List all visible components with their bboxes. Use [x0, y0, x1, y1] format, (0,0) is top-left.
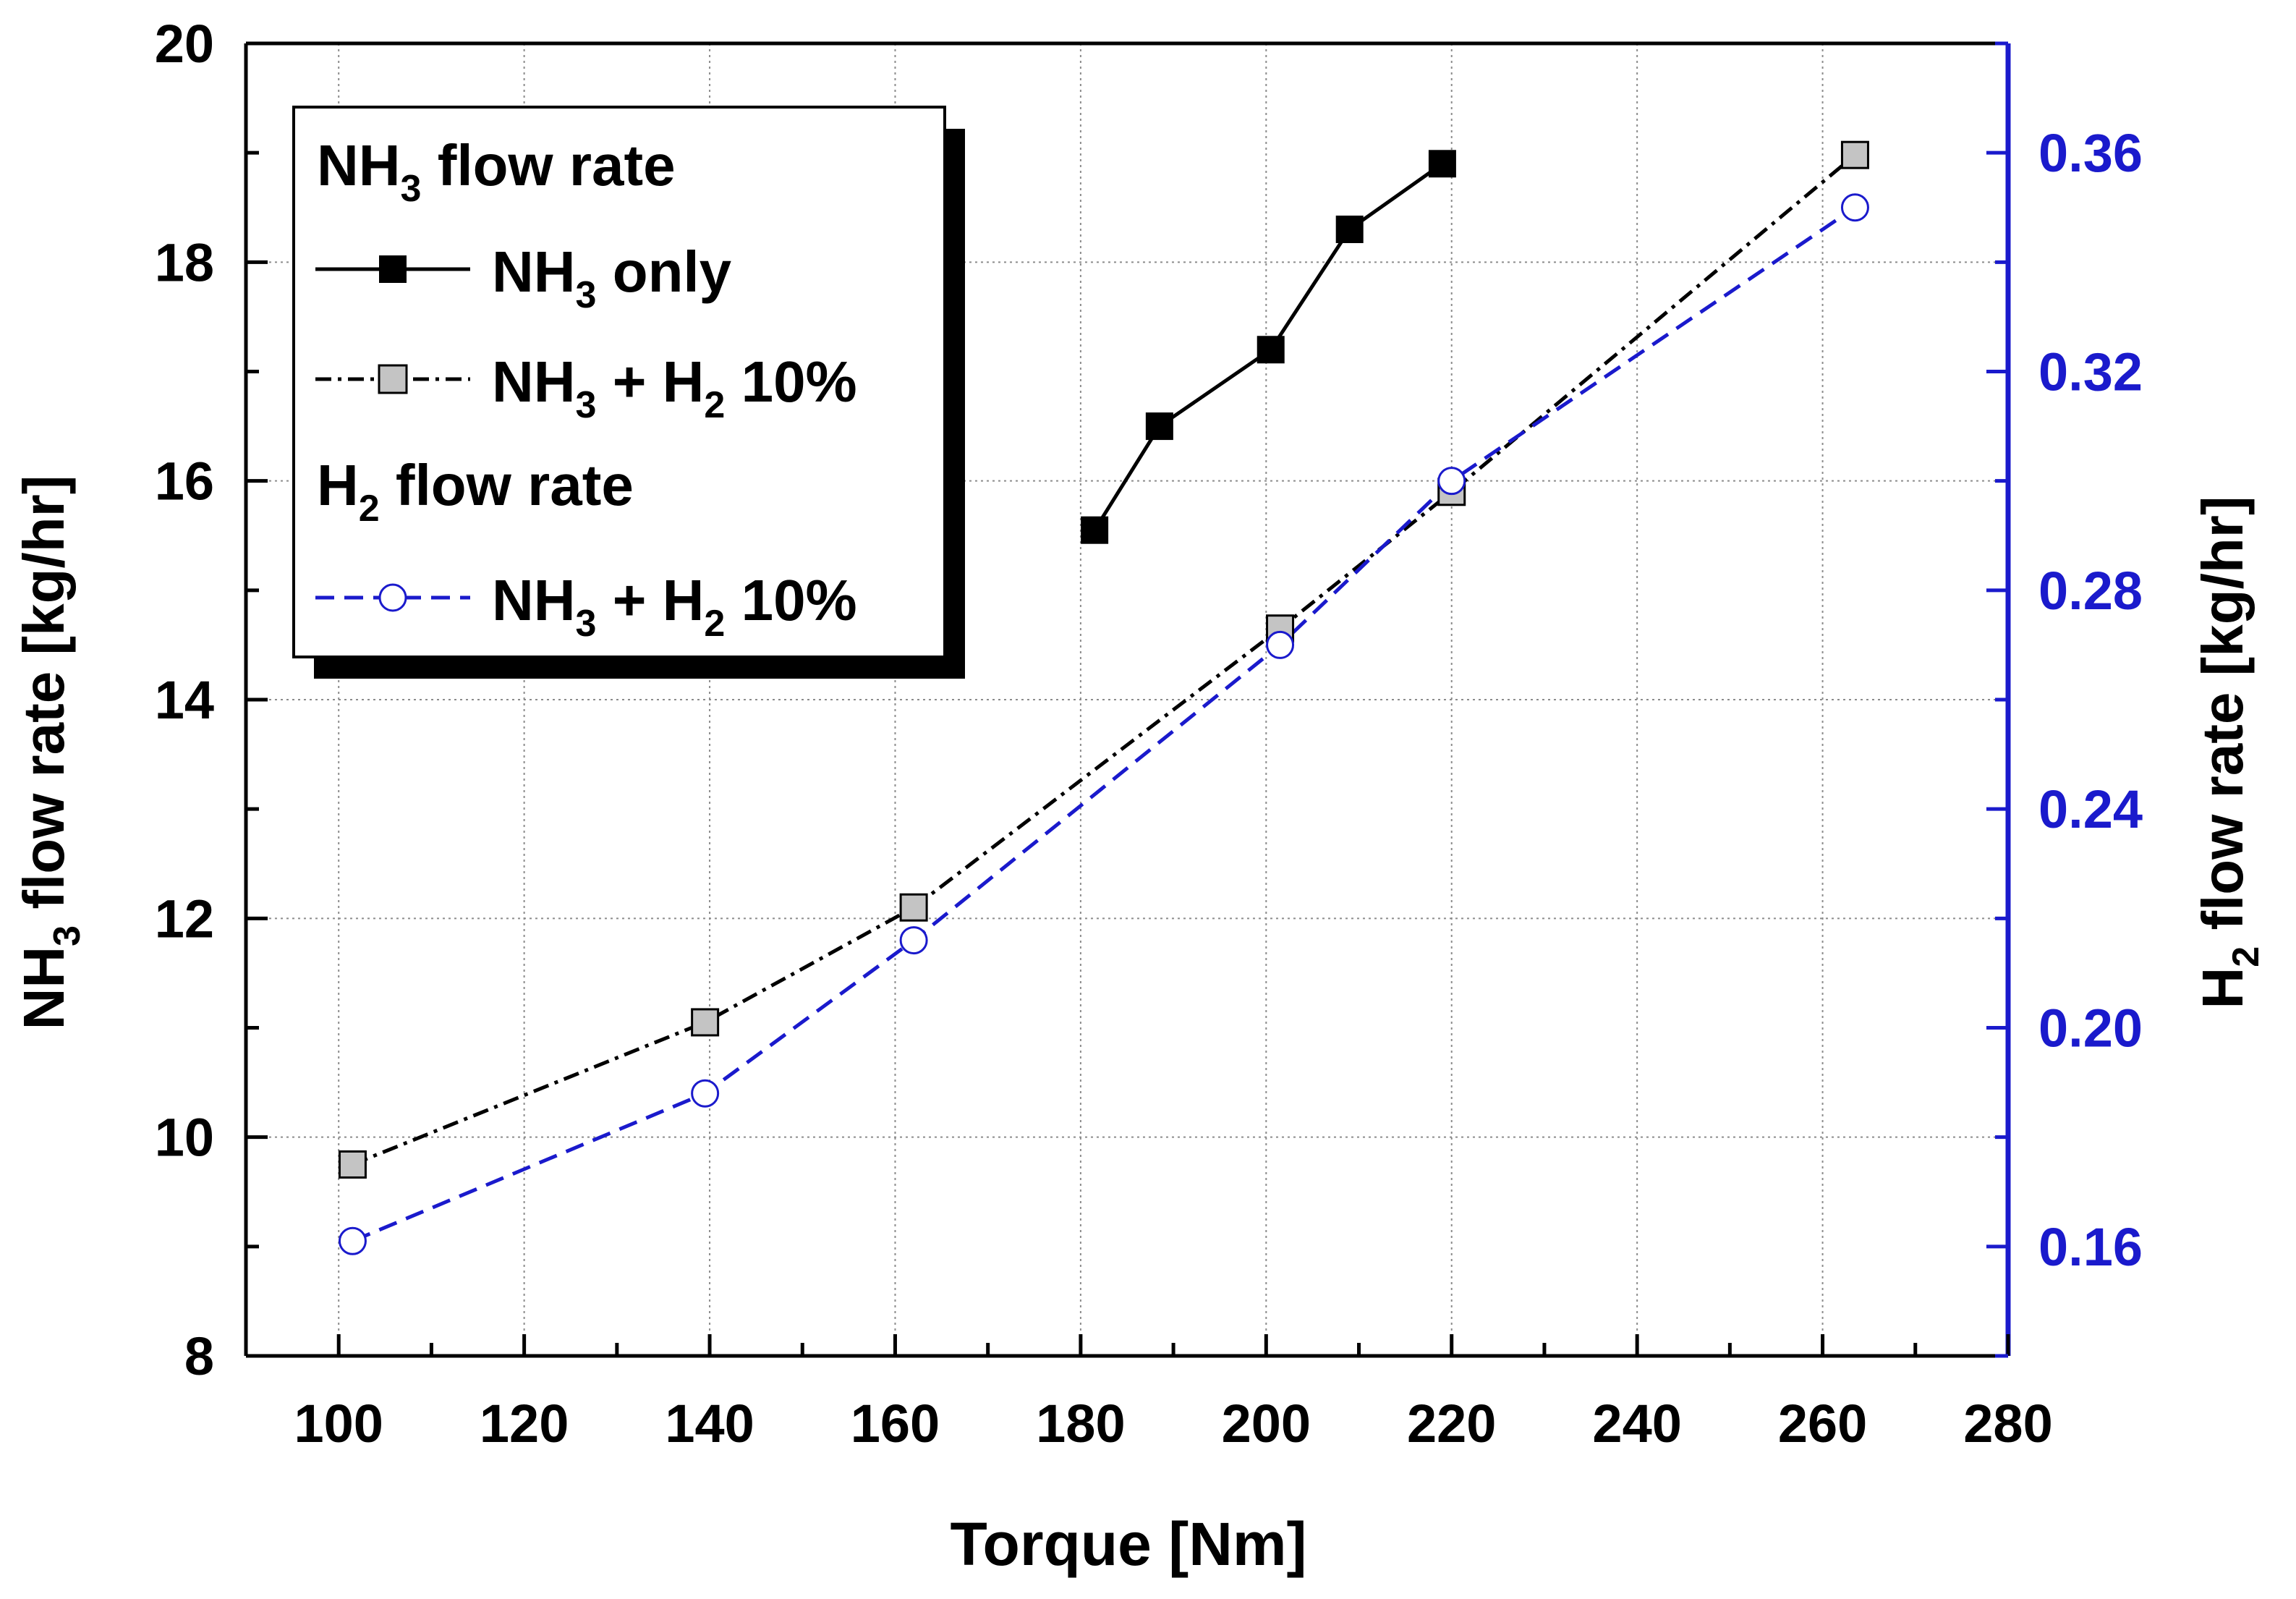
legend-group-nh3-title: NH3 flow rate: [317, 133, 676, 210]
y2-tick-label: 0.28: [2038, 561, 2143, 621]
data-point-nh3-only: [1257, 336, 1285, 364]
legend-group-h2-title: H2 flow rate: [317, 453, 634, 530]
data-point-h2-blend: [1266, 630, 1295, 659]
data-point-nh3-blend: [691, 1008, 720, 1037]
legend-entry-nh3-h2-blend: NH3 + H2 10%: [315, 349, 857, 426]
x-tick-label: 220: [1407, 1394, 1496, 1454]
x-tick-label: 240: [1592, 1394, 1681, 1454]
data-point-nh3-blend: [338, 1150, 367, 1179]
x-tick-label: 120: [480, 1394, 569, 1454]
y2-tick-label: 0.32: [2038, 342, 2143, 402]
x-tick-labels: 100 120 140 160 180 200 220 240 260 280: [294, 1394, 2052, 1454]
y-tick-label: 18: [155, 232, 214, 292]
x-tick-label: 200: [1222, 1394, 1311, 1454]
y-tick-label: 20: [155, 14, 214, 74]
data-point-h2-blend: [338, 1226, 367, 1255]
legend-marker-open-circle: [378, 583, 407, 612]
y2-tick-label: 0.16: [2038, 1217, 2143, 1277]
y-tick-label: 16: [155, 451, 214, 512]
data-point-h2-blend: [899, 926, 928, 955]
y-tick-label: 8: [184, 1326, 214, 1386]
x-tick-label: 280: [1963, 1394, 2052, 1454]
legend-label-nh3-only: NH3 only: [492, 239, 732, 316]
data-point-nh3-only: [1081, 516, 1109, 544]
y2-tick-labels: 0.16 0.20 0.24 0.28 0.32 0.36: [2038, 123, 2143, 1277]
x-axis-title: Torque [Nm]: [950, 1510, 1306, 1578]
y2-axis-title: H2 flow rate [kg/hr]: [2190, 496, 2267, 1009]
data-point-nh3-only: [1428, 150, 1456, 178]
y-tick-label: 10: [155, 1108, 214, 1168]
legend-entry-nh3-only: NH3 only: [315, 239, 732, 316]
legend-marker-filled-square: [379, 255, 407, 283]
x-tick-label: 140: [665, 1394, 754, 1454]
legend-label-h2-blend: NH3 + H2 10%: [492, 568, 857, 645]
x-tick-label: 180: [1036, 1394, 1125, 1454]
series-line-2: [352, 205, 1856, 1243]
legend-entry-h2-blend: NH3 + H2 10%: [315, 568, 857, 645]
y2-tick-label: 0.24: [2038, 779, 2143, 839]
legend-label-nh3-h2-blend: NH3 + H2 10%: [492, 349, 857, 426]
x-tick-label: 100: [294, 1394, 383, 1454]
y-tick-labels: 8 10 12 14 16 18 20: [155, 14, 214, 1386]
data-point-h2-blend: [1840, 193, 1869, 222]
data-point-nh3-only: [1335, 215, 1364, 243]
axis-ticks: [246, 41, 2010, 1358]
y-tick-label: 12: [155, 888, 214, 949]
data-point-h2-blend: [691, 1079, 720, 1108]
data-point-nh3-only: [1145, 412, 1173, 441]
data-point-h2-blend: [1437, 467, 1466, 496]
series-line-1: [352, 153, 1857, 1166]
y2-tick-label: 0.36: [2038, 123, 2143, 183]
y-axis-title: NH3 flow rate [kg/hr]: [12, 475, 88, 1030]
y-tick-label: 14: [155, 670, 214, 730]
series-markers: [338, 140, 1869, 1255]
data-point-nh3-blend: [899, 893, 928, 922]
legend-marker-grey-square: [378, 364, 408, 394]
x-tick-label: 160: [851, 1394, 940, 1454]
y2-tick-label: 0.20: [2038, 998, 2143, 1059]
legend: NH3 flow rate NH3 only NH3 + H2 10% H2 f…: [292, 106, 965, 679]
x-tick-label: 260: [1778, 1394, 1867, 1454]
data-point-nh3-blend: [1840, 140, 1869, 169]
